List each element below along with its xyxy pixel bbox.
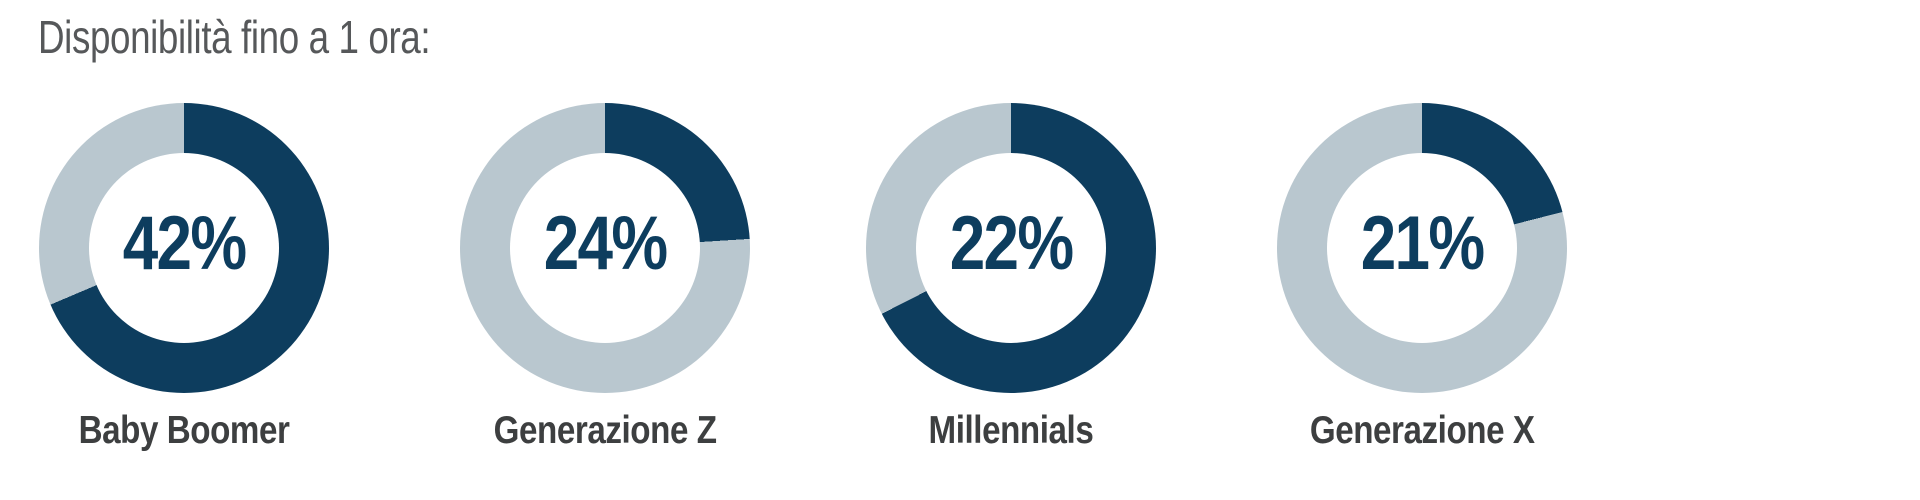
donut-category-label: Generazione Z <box>493 409 717 452</box>
donut-category-label: Millennials <box>928 409 1094 452</box>
donut-hole: 42% <box>89 153 279 343</box>
donut-group-millennials: 22% Millennials <box>866 103 1156 453</box>
donut-chart-baby-boomer: 42% <box>39 103 329 393</box>
donut-group-generazione-z: 24% Generazione Z <box>460 103 750 453</box>
donut-value-label: 21% <box>1360 200 1485 286</box>
donut-label-wrap: Millennials <box>866 409 1156 453</box>
chart-title: Disponibilità fino a 1 ora: <box>38 11 431 63</box>
donut-value-label: 24% <box>543 200 668 286</box>
donut-hole: 22% <box>916 153 1106 343</box>
donut-value-label: 42% <box>122 200 247 286</box>
donut-category-label: Generazione X <box>1309 409 1535 452</box>
donut-label-wrap: Generazione Z <box>460 409 750 453</box>
donut-group-baby-boomer: 42% Baby Boomer <box>39 103 329 453</box>
donut-label-wrap: Generazione X <box>1277 409 1567 453</box>
donut-label-wrap: Baby Boomer <box>39 409 329 453</box>
donut-chart-millennials: 22% <box>866 103 1156 393</box>
donut-hole: 21% <box>1327 153 1517 343</box>
donut-chart-generazione-z: 24% <box>460 103 750 393</box>
donut-value-label: 22% <box>949 200 1074 286</box>
donut-hole: 24% <box>510 153 700 343</box>
donut-chart-generazione-x: 21% <box>1277 103 1567 393</box>
donut-category-label: Baby Boomer <box>78 409 290 452</box>
donut-group-generazione-x: 21% Generazione X <box>1277 103 1567 453</box>
